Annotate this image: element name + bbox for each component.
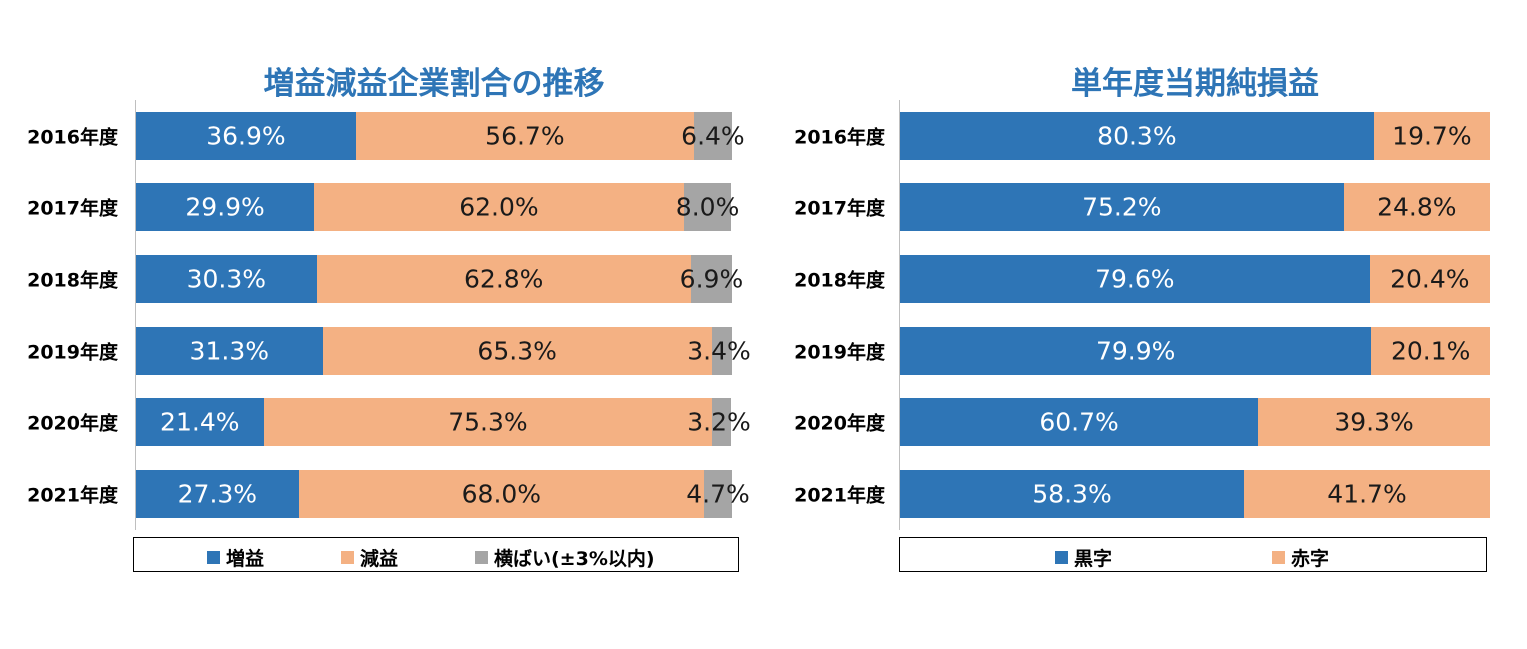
bar-segment-1 <box>900 470 1244 518</box>
legend-label: 赤字 <box>1291 548 1330 570</box>
bar-segment-2 <box>316 255 691 303</box>
data-label: 39.3% <box>1334 407 1414 437</box>
bar-segment-3 <box>711 327 732 375</box>
category-label: 2021年度 <box>27 484 118 507</box>
data-label: 6.4% <box>681 121 745 151</box>
data-label: 79.6% <box>1095 264 1175 294</box>
legend-label: 減益 <box>360 548 399 570</box>
chart-title: 単年度当期純損益 <box>1071 66 1319 102</box>
data-label: 27.3% <box>177 479 258 509</box>
data-label: 79.9% <box>1095 336 1176 366</box>
data-label: 20.1% <box>1390 336 1471 366</box>
data-label: 31.3% <box>189 336 269 366</box>
legend-swatch <box>207 551 220 564</box>
bar-segment-3 <box>712 398 732 446</box>
data-label: 8.0% <box>675 192 740 222</box>
data-label: 6.9% <box>679 264 744 294</box>
legend-item: 横ばい(±3%以内) <box>475 544 655 571</box>
legend-item: 減益 <box>341 544 398 571</box>
bar-segment-2 <box>314 183 684 231</box>
legend-swatch <box>341 551 354 564</box>
category-label: 2021年度 <box>794 484 885 507</box>
chart-title: 増益減益企業割合の推移 <box>263 66 605 102</box>
bar-segment-2 <box>322 327 712 375</box>
category-label: 2017年度 <box>27 197 118 220</box>
data-label: 75.3% <box>448 407 528 437</box>
data-label: 36.9% <box>206 121 286 151</box>
legend-label: 横ばい(±3%以内) <box>494 548 655 570</box>
data-label: 62.0% <box>459 192 539 222</box>
data-label: 75.2% <box>1082 192 1162 222</box>
data-label: 4.7% <box>686 479 750 509</box>
category-label: 2018年度 <box>27 269 118 292</box>
bar-segment-1 <box>900 112 1374 160</box>
data-label: 65.3% <box>477 336 557 366</box>
bar-segment-2 <box>1258 398 1490 446</box>
bar-segment-1 <box>136 470 299 518</box>
chart-legend: 増益 減益 横ばい(±3%以内) <box>133 537 739 572</box>
chart-profit-change-ratio: 増益減益企業割合の推移 2016年度 36.9% 56.7% 6.4% 2017年度 29.… <box>0 0 760 649</box>
data-label: 60.7% <box>1039 407 1119 437</box>
bar-segment-1 <box>900 255 1370 303</box>
data-label: 24.8% <box>1377 192 1457 222</box>
data-label: 41.7% <box>1327 479 1407 509</box>
category-label: 2018年度 <box>794 269 885 292</box>
bar-segment-3 <box>703 470 732 518</box>
data-label: 58.3% <box>1032 479 1112 509</box>
bar-segment-3 <box>693 112 732 160</box>
bar-segment-2 <box>355 112 694 160</box>
data-label: 30.3% <box>186 264 266 294</box>
bar-segment-1 <box>900 398 1259 446</box>
data-label: 20.4% <box>1390 264 1470 294</box>
bar-segment-1 <box>136 327 323 375</box>
bar-segment-2 <box>1243 470 1490 518</box>
legend-item: 赤字 <box>1272 544 1329 571</box>
data-label: 29.9% <box>185 192 265 222</box>
bar-segment-2 <box>1371 327 1490 375</box>
category-label: 2016年度 <box>27 126 118 149</box>
bar-segment-2 <box>1369 255 1490 303</box>
data-label: 3.4% <box>687 336 751 366</box>
data-label: 21.4% <box>160 407 240 437</box>
bar-segment-2 <box>1343 183 1490 231</box>
legend-item: 増益 <box>207 544 264 571</box>
bar-segment-2 <box>1373 112 1490 160</box>
data-label: 62.8% <box>464 264 544 294</box>
bar-segment-1 <box>136 398 264 446</box>
category-label: 2019年度 <box>794 341 885 364</box>
chart-net-income: 単年度当期純損益 2016年度 80.3% 19.7% 2017年度 75.2% 24.8%… <box>765 0 1525 649</box>
category-label: 2017年度 <box>794 197 885 220</box>
category-axis-line <box>135 100 136 530</box>
bar-segment-2 <box>298 470 704 518</box>
bar-segment-1 <box>900 327 1372 375</box>
bar-segment-2 <box>263 398 713 446</box>
bar-segment-1 <box>136 112 356 160</box>
bar-segment-1 <box>136 183 315 231</box>
category-label: 2016年度 <box>794 126 885 149</box>
category-label: 2020年度 <box>794 412 885 435</box>
legend-label: 増益 <box>226 548 265 570</box>
legend-label: 黒字 <box>1074 548 1113 570</box>
data-label: 3.2% <box>687 407 751 437</box>
bar-segment-1 <box>900 183 1344 231</box>
legend-swatch <box>1272 551 1285 564</box>
bar-segment-3 <box>683 183 732 231</box>
chart-legend: 黒字 赤字 <box>899 537 1487 572</box>
data-label: 80.3% <box>1097 121 1177 151</box>
legend-swatch <box>1055 551 1068 564</box>
category-axis-line <box>899 100 900 530</box>
data-label: 68.0% <box>461 479 542 509</box>
data-label: 56.7% <box>485 121 565 151</box>
legend-item: 黒字 <box>1055 544 1112 571</box>
bar-segment-3 <box>690 255 732 303</box>
bar-segment-1 <box>136 255 317 303</box>
category-label: 2020年度 <box>27 412 118 435</box>
category-label: 2019年度 <box>27 341 118 364</box>
legend-swatch <box>475 551 488 564</box>
data-label: 19.7% <box>1392 121 1472 151</box>
